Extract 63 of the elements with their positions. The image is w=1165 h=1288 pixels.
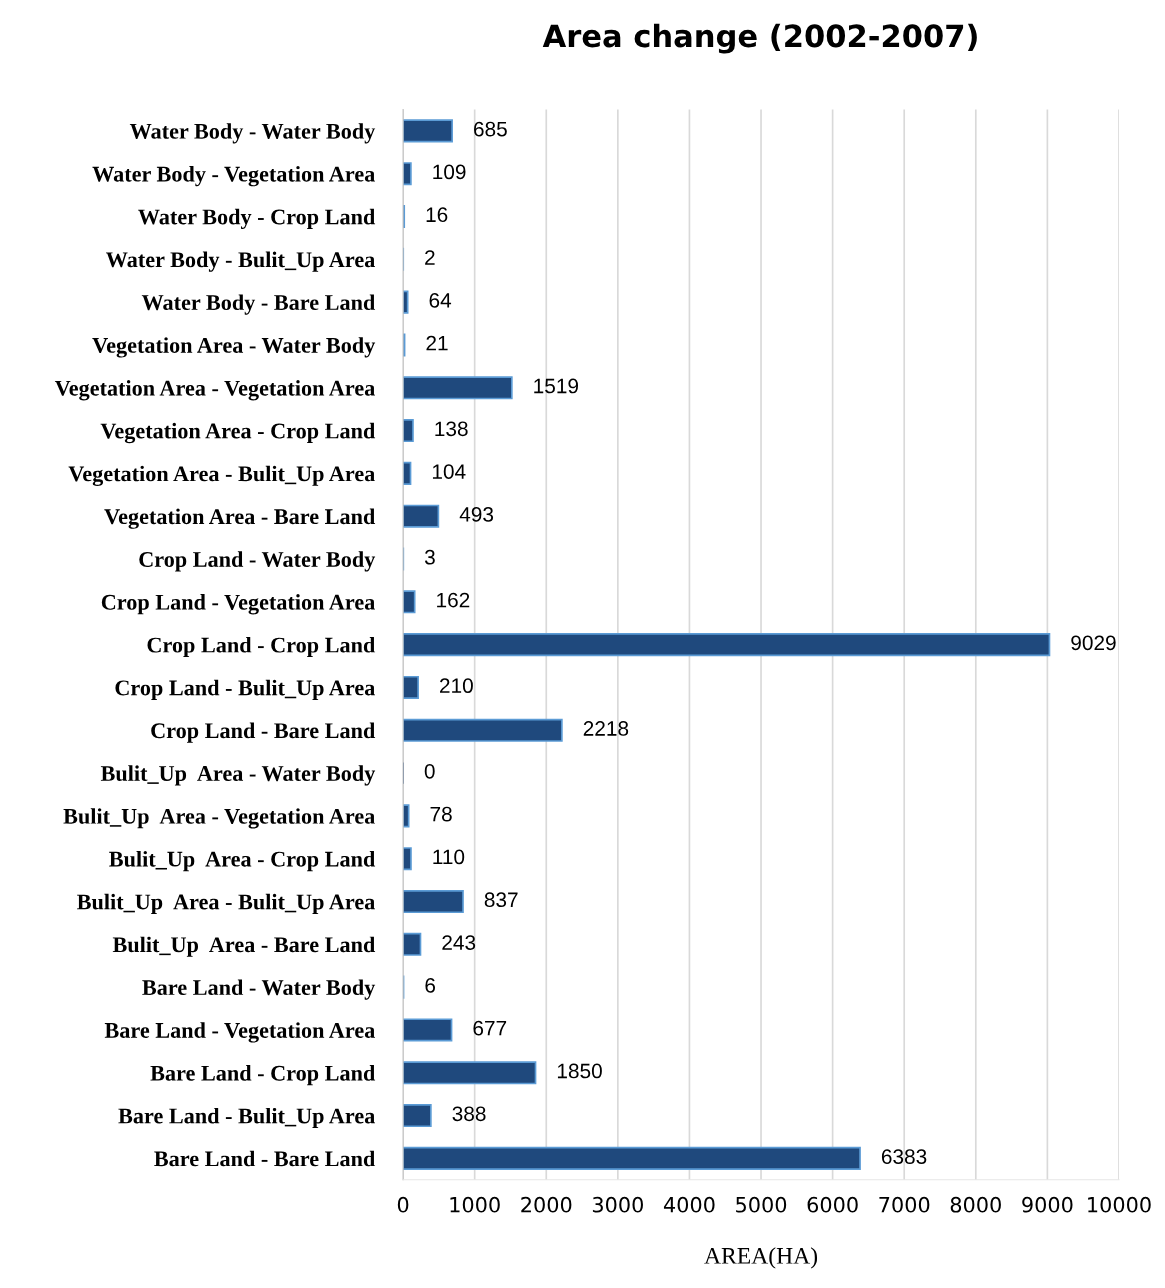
data-label: 1519: [534, 378, 579, 394]
x-tick-label: 4000: [663, 1196, 715, 1213]
y-tick-label: Crop Land - Crop Land: [147, 636, 376, 658]
y-tick-label: Bulit_Up Area - Crop Land: [109, 851, 376, 872]
data-label: 9029: [1071, 635, 1116, 651]
y-tick-label: Vegetation Area - Water Body: [92, 337, 376, 358]
y-tick-label: Bulit_Up Area - Vegetation Area: [63, 808, 375, 829]
data-label: 2: [425, 250, 435, 265]
data-label: 3: [424, 549, 435, 565]
y-tick-label: Water Body - Bare Land: [141, 294, 376, 315]
y-tick-label: Vegetation Area - Vegetation Area: [54, 380, 375, 401]
data-label: 78: [430, 806, 452, 822]
data-label: 109: [433, 164, 466, 180]
data-label: 64: [429, 292, 452, 308]
x-tick-label: 5000: [736, 1196, 787, 1213]
data-label: 677: [473, 1020, 507, 1036]
y-tick-label: Vegetation Area - Bare Land: [104, 508, 376, 529]
data-label: 210: [440, 678, 473, 694]
data-label: 243: [442, 935, 476, 950]
y-tick-label: Crop Land - Bare Land: [151, 722, 376, 743]
y-tick-label: Bare Land - Water Body: [142, 979, 376, 1000]
y-tick-label: Water Body - Crop Land: [138, 208, 376, 230]
y-tick-label: Water Body - Bulit_Up Area: [106, 251, 375, 272]
x-tick-label: 6000: [807, 1196, 858, 1213]
data-label: 110: [433, 849, 465, 865]
data-label: 388: [452, 1106, 486, 1122]
y-tick-label: Water Body - Water Body: [129, 123, 376, 144]
x-tick-label: 9000: [1022, 1196, 1073, 1213]
y-tick-label: Water Body - Vegetation Area: [92, 165, 375, 187]
chart-title: Area change (2002-2007): [542, 23, 977, 54]
x-tick-label: 1000: [450, 1196, 500, 1213]
data-label: 0: [424, 763, 435, 779]
y-tick-label: Bulit_Up Area - Water Body: [100, 765, 376, 786]
data-label: 21: [426, 335, 448, 351]
x-tick-label: 10000: [1088, 1196, 1151, 1213]
y-tick-label: Bulit_Up Area - Bulit_Up Area: [77, 893, 375, 914]
data-label: 16: [426, 207, 448, 223]
y-tick-label: Bare Land - Vegetation Area: [104, 1022, 375, 1043]
y-tick-label: Vegetation Area - Crop Land: [100, 422, 376, 444]
y-tick-label: Bare Land - Crop Land: [150, 1065, 376, 1086]
data-label: 6383: [881, 1149, 927, 1164]
y-tick-label: Crop Land - Bulit_Up Area: [115, 679, 375, 700]
data-label: 837: [484, 892, 518, 908]
x-tick-label: 8000: [950, 1196, 1001, 1213]
data-label: 2218: [583, 721, 629, 736]
data-label: 162: [437, 592, 470, 608]
y-tick-label: Bulit_Up Area - Bare Land: [112, 936, 376, 957]
x-tick-label: 7000: [879, 1196, 930, 1213]
data-label: 1850: [557, 1063, 602, 1079]
data-label: 104: [432, 464, 466, 479]
data-label: 138: [435, 421, 468, 437]
x-axis-title: AREA(HA): [704, 1247, 818, 1269]
y-tick-label: Vegetation Area - Bulit_Up Area: [68, 465, 375, 487]
x-tick-label: 0: [397, 1196, 409, 1213]
data-label: 493: [459, 507, 494, 522]
x-tick-label: 3000: [592, 1196, 643, 1213]
x-tick-label: 2000: [521, 1196, 572, 1213]
y-tick-label: Crop Land - Vegetation Area: [101, 594, 375, 615]
y-tick-label: Crop Land - Water Body: [139, 551, 376, 572]
y-tick-label: Bare Land - Bulit_Up Area: [118, 1107, 375, 1129]
data-label: 685: [474, 121, 507, 137]
y-tick-label: Bare Land - Bare Land: [154, 1150, 376, 1167]
data-label: 6: [425, 977, 436, 993]
